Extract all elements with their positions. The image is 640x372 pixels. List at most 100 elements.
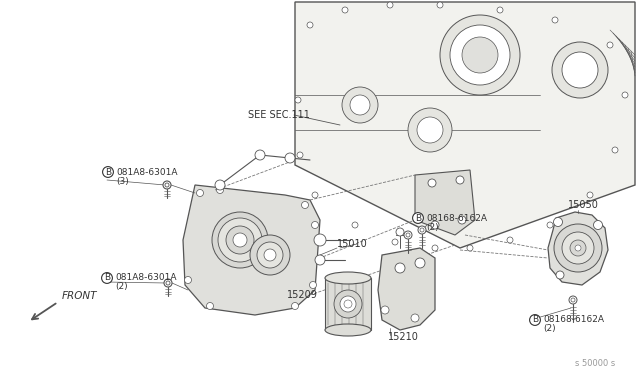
Circle shape — [340, 296, 356, 312]
Text: 08168-6162A: 08168-6162A — [426, 214, 487, 222]
Text: B: B — [104, 273, 110, 282]
Polygon shape — [548, 212, 608, 285]
Circle shape — [562, 52, 598, 88]
Circle shape — [570, 240, 586, 256]
Circle shape — [420, 228, 424, 232]
Text: 081A8-6301A: 081A8-6301A — [116, 167, 177, 176]
Text: (2): (2) — [426, 222, 438, 231]
Circle shape — [437, 2, 443, 8]
Circle shape — [415, 258, 425, 268]
Circle shape — [418, 226, 426, 234]
Circle shape — [569, 296, 577, 304]
Circle shape — [571, 298, 575, 302]
Text: B: B — [415, 214, 421, 222]
Circle shape — [554, 218, 563, 227]
Circle shape — [312, 221, 319, 228]
Circle shape — [342, 7, 348, 13]
Circle shape — [408, 108, 452, 152]
Circle shape — [216, 186, 223, 193]
Circle shape — [612, 147, 618, 153]
Circle shape — [562, 232, 594, 264]
Circle shape — [166, 281, 170, 285]
Circle shape — [396, 228, 404, 236]
Text: B: B — [105, 167, 111, 176]
Circle shape — [467, 245, 473, 251]
Circle shape — [250, 235, 290, 275]
Circle shape — [295, 97, 301, 103]
Text: 15209: 15209 — [287, 290, 318, 300]
Circle shape — [432, 245, 438, 251]
Text: 15210: 15210 — [388, 332, 419, 342]
Circle shape — [458, 216, 466, 224]
FancyBboxPatch shape — [325, 278, 371, 330]
Circle shape — [207, 302, 214, 310]
Circle shape — [184, 276, 191, 283]
Circle shape — [622, 92, 628, 98]
Circle shape — [163, 181, 171, 189]
Circle shape — [226, 226, 254, 254]
Circle shape — [417, 117, 443, 143]
Circle shape — [428, 179, 436, 187]
Circle shape — [587, 192, 593, 198]
Circle shape — [297, 152, 303, 158]
Circle shape — [554, 224, 602, 272]
Circle shape — [352, 222, 358, 228]
Circle shape — [212, 212, 268, 268]
Circle shape — [257, 242, 283, 268]
Circle shape — [552, 42, 608, 98]
Circle shape — [387, 2, 393, 8]
Polygon shape — [295, 2, 635, 248]
Circle shape — [547, 222, 553, 228]
Circle shape — [392, 239, 398, 245]
Circle shape — [411, 314, 419, 322]
Text: FRONT: FRONT — [62, 291, 97, 301]
Circle shape — [310, 282, 317, 289]
Circle shape — [312, 192, 318, 198]
Circle shape — [233, 233, 247, 247]
Text: 15010: 15010 — [337, 239, 368, 249]
Circle shape — [456, 176, 464, 184]
Circle shape — [507, 237, 513, 243]
Text: SEE SEC.111: SEE SEC.111 — [248, 110, 310, 120]
Circle shape — [607, 42, 613, 48]
Text: (3): (3) — [116, 176, 129, 186]
Circle shape — [165, 183, 169, 187]
Circle shape — [301, 202, 308, 208]
Circle shape — [264, 249, 276, 261]
Circle shape — [215, 180, 225, 190]
Circle shape — [404, 231, 412, 239]
Circle shape — [315, 255, 325, 265]
Circle shape — [497, 7, 503, 13]
Circle shape — [406, 233, 410, 237]
Circle shape — [218, 218, 262, 262]
Text: 081A8-6301A: 081A8-6301A — [115, 273, 177, 282]
Text: (2): (2) — [115, 282, 127, 292]
Text: (2): (2) — [543, 324, 556, 334]
Circle shape — [431, 221, 439, 229]
Circle shape — [342, 87, 378, 123]
Circle shape — [334, 290, 362, 318]
Circle shape — [556, 271, 564, 279]
Circle shape — [164, 279, 172, 287]
Polygon shape — [378, 248, 435, 330]
Circle shape — [307, 22, 313, 28]
Circle shape — [314, 234, 326, 246]
Text: 08168-6162A: 08168-6162A — [543, 315, 604, 324]
Circle shape — [552, 17, 558, 23]
Ellipse shape — [325, 272, 371, 284]
Circle shape — [255, 150, 265, 160]
Circle shape — [344, 300, 352, 308]
Polygon shape — [415, 170, 475, 235]
Circle shape — [440, 15, 520, 95]
Circle shape — [381, 306, 389, 314]
Circle shape — [450, 25, 510, 85]
Circle shape — [575, 245, 581, 251]
Polygon shape — [183, 185, 320, 315]
Text: s 50000 s: s 50000 s — [575, 359, 615, 368]
Circle shape — [593, 221, 602, 230]
Circle shape — [395, 263, 405, 273]
Circle shape — [462, 37, 498, 73]
Circle shape — [196, 189, 204, 196]
Text: B: B — [532, 315, 538, 324]
Circle shape — [350, 95, 370, 115]
